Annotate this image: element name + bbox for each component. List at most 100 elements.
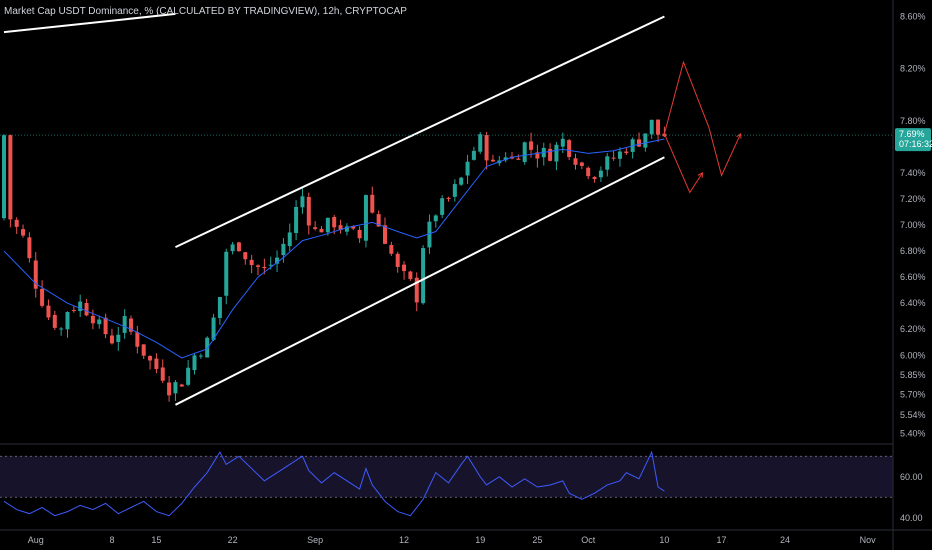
current-price-tag: 7.69% 07:16:32 xyxy=(895,128,932,152)
channel-upper-line[interactable] xyxy=(175,15,665,249)
candle-body xyxy=(160,367,165,381)
price-axis[interactable]: 8.60% 8.20% 7.80% 7.40% 7.20% 7.00% 6.80% 6.60%… xyxy=(900,12,926,439)
candle-body xyxy=(59,328,64,330)
candle-body xyxy=(84,303,89,316)
candle-body xyxy=(421,248,426,304)
candle-body xyxy=(605,156,610,170)
candle-body xyxy=(236,242,241,252)
moving-average-line xyxy=(3,138,665,359)
rsi-band xyxy=(0,456,893,498)
candle-body xyxy=(592,177,597,179)
candle-body xyxy=(97,319,102,325)
candle-body xyxy=(71,310,76,312)
candle-body xyxy=(478,134,483,152)
candle-body xyxy=(554,144,559,162)
candle-body xyxy=(90,315,95,324)
chart-title: Market Cap USDT Dominance, % (CALCULATED… xyxy=(4,6,407,17)
candle-body xyxy=(357,229,362,239)
candle-body xyxy=(205,337,210,358)
price-tick-label: 5.70% xyxy=(900,389,926,399)
candle-body xyxy=(287,232,292,247)
candle-body xyxy=(78,301,83,312)
candle-body xyxy=(243,252,248,260)
arrowhead xyxy=(697,172,704,178)
candle-body xyxy=(332,216,337,228)
time-tick-label: 19 xyxy=(475,535,485,545)
candle-body xyxy=(154,358,159,370)
candle-body xyxy=(529,141,534,150)
projection-branch[interactable] xyxy=(663,133,703,194)
price-tick-label: 8.60% xyxy=(900,12,926,22)
candle-body xyxy=(40,288,45,306)
projection-path[interactable] xyxy=(663,60,742,177)
candle-body xyxy=(186,367,191,385)
rsi-line xyxy=(3,450,665,517)
price-tick-label: 5.40% xyxy=(900,428,926,438)
time-tick-label: 8 xyxy=(109,535,114,545)
candle-body xyxy=(344,226,349,232)
candle-body xyxy=(586,167,591,177)
candle-body xyxy=(490,159,495,162)
candle-body xyxy=(27,237,32,259)
candle-body xyxy=(617,151,622,159)
price-tick-label: 7.40% xyxy=(900,168,926,178)
projection-arrowheads xyxy=(697,132,742,178)
time-tick-label: 17 xyxy=(717,535,727,545)
previous-channel-line[interactable] xyxy=(3,12,176,34)
candle-countdown: 07:16:32 xyxy=(899,139,932,149)
candle-body xyxy=(649,119,654,135)
candle-body xyxy=(459,177,464,185)
candle-body xyxy=(281,243,286,256)
candle-body xyxy=(503,157,508,161)
candle-body xyxy=(249,259,254,266)
candle-body xyxy=(573,158,578,165)
price-tick-label: 6.80% xyxy=(900,246,926,256)
time-axis[interactable]: Aug 8 15 22 Sep 12 19 25 Oct 10 17 24 Nov xyxy=(28,535,876,545)
candle-body xyxy=(122,316,127,333)
candle-body xyxy=(256,265,260,267)
candle-body xyxy=(522,142,527,162)
candle-body xyxy=(484,135,489,161)
time-tick-label: 15 xyxy=(151,535,161,545)
candle-body xyxy=(637,139,641,147)
candle-body xyxy=(179,384,184,387)
candle-body xyxy=(306,196,311,226)
candle-body xyxy=(567,140,572,158)
arrowhead xyxy=(736,132,742,139)
candle-body xyxy=(173,382,178,394)
rsi-axis[interactable]: 60.00 40.00 xyxy=(900,472,923,523)
candle-body xyxy=(103,317,108,335)
time-tick-label: 12 xyxy=(399,535,409,545)
candle-body xyxy=(579,162,584,166)
price-tick-label: 6.40% xyxy=(900,298,926,308)
candle-body xyxy=(446,197,451,199)
candle-body xyxy=(319,228,324,233)
candle-body xyxy=(370,194,375,213)
candle-body xyxy=(363,195,368,241)
candle-body xyxy=(141,344,146,356)
rsi-tick-label: 60.00 xyxy=(900,472,923,482)
candle-body xyxy=(211,317,216,340)
candle-body xyxy=(300,196,305,208)
candle-body xyxy=(217,297,222,318)
candle-body xyxy=(109,335,114,344)
candle-body xyxy=(65,312,70,330)
candle-body xyxy=(471,150,476,160)
candle-body xyxy=(338,225,343,230)
candle-body xyxy=(516,158,521,160)
candle-body xyxy=(116,334,121,342)
time-tick-label: 24 xyxy=(780,535,790,545)
channel-lower-line[interactable] xyxy=(174,156,665,406)
candle-body xyxy=(560,138,565,147)
price-tick-label: 5.85% xyxy=(900,370,926,380)
price-tick-label: 5.54% xyxy=(900,410,926,420)
candle-body xyxy=(427,221,432,248)
candle-body xyxy=(656,119,661,135)
time-tick-label: Oct xyxy=(581,535,596,545)
price-tick-label: 8.20% xyxy=(900,64,926,74)
candle-body xyxy=(414,277,419,303)
rsi-tick-label: 40.00 xyxy=(900,513,923,523)
candle-body xyxy=(351,225,356,229)
candle-body xyxy=(46,305,51,318)
